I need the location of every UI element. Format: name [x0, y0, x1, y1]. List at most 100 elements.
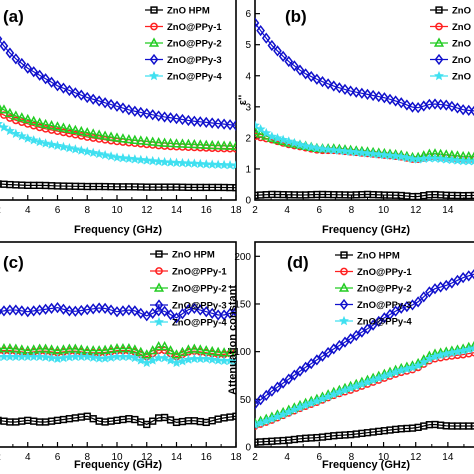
legend: ZnO HPM ZnO@PPy-1 ZnO@PPy-2 ZnO@PPy-3 ZnO@PP…: [145, 6, 222, 83]
data-area: [0, 301, 236, 429]
series-zno-ppy-3-point: [112, 100, 122, 112]
series-zno-ppy-3-point: [11, 304, 21, 316]
y-tick-label: 0: [245, 196, 251, 207]
x-tick-label: 2: [252, 205, 258, 216]
x-tick-label: 6: [55, 452, 61, 463]
legend-entry-zno-hpm-marker: [340, 251, 348, 259]
y-axis-title: Attenuation constant: [227, 285, 239, 395]
series-zno-ppy-3-point: [59, 303, 68, 315]
legend-entry-zno-ppy-1: ZnO@PPy-1: [335, 267, 412, 278]
series-zno-ppy-3-point: [100, 302, 110, 315]
x-tick-label: 12: [141, 205, 153, 216]
legend-entry-zno-ppy-2-marker: [433, 37, 445, 47]
series-zno-ppy-2-point: [189, 343, 200, 353]
y-tick-label: 4: [245, 71, 251, 82]
y-tick-label: 6: [245, 9, 251, 20]
series-zno-ppy-4: [0, 122, 236, 170]
series-zno-ppy-3-point: [142, 107, 152, 120]
x-tick-label: 4: [284, 452, 290, 463]
y-tick-label: 5: [245, 40, 251, 51]
series-zno-ppy-4-point: [255, 120, 260, 130]
x-tick-label: 8: [84, 452, 90, 463]
series-zno-ppy-3-point: [453, 102, 462, 114]
series-zno-ppy-3-point: [154, 305, 163, 317]
series-zno-ppy-3-point: [17, 305, 27, 317]
legend-entry-zno-ppy-4-label: ZnO@PPy-4: [167, 72, 222, 83]
legend-entry-zno-ppy-2: ZnO@PPy-2: [145, 37, 222, 50]
legend-entry-zno-ppy-4-label: ZnO@PPy-4: [172, 318, 227, 329]
legend-entry-zno-ppy-1-marker: [150, 22, 158, 31]
legend-entry-zno-ppy-3-marker: [434, 53, 444, 66]
x-tick-label: 10: [378, 205, 390, 216]
series-zno-ppy-3-point: [385, 93, 395, 105]
legend-entry-zno-ppy-2-label: ZnO@PPy-2: [167, 39, 222, 50]
series-zno-ppy-4: [0, 351, 236, 368]
x-tick-label: 4: [25, 452, 31, 463]
series-zno-ppy-3-point: [464, 104, 474, 117]
series-zno-ppy-4-point: [0, 122, 3, 129]
series-zno-ppy-3: [0, 301, 236, 324]
y-tick-label: 3: [245, 102, 251, 113]
series-zno-hpm-line: [255, 423, 474, 443]
panel-label: (c): [3, 253, 24, 272]
series-zno-ppy-3: [0, 35, 236, 131]
series-zno-ppy-3-point: [184, 114, 193, 127]
series-zno-ppy-3-point: [94, 95, 104, 107]
series-zno-ppy-3-point: [124, 304, 134, 316]
series-zno-ppy-4: [255, 343, 474, 430]
y-tick-label: 50: [240, 395, 252, 406]
legend-entry-zno-ppy-2-marker: [148, 37, 160, 47]
x-axis-title: Frequency (GHz): [322, 224, 410, 236]
x-tick-label: 8: [349, 205, 355, 216]
legend: ZnO HPM ZnO@PPy-1 ZnO@PPy-2 ZnO@PPy-3 ZnO@PP…: [335, 251, 412, 328]
legend-entry-zno-hpm: ZnO HPM: [335, 251, 400, 262]
legend-entry-zno-hpm-marker: [155, 250, 163, 258]
legend-entry-zno-ppy-1: ZnO@PPy-1: [150, 267, 227, 278]
panel-label: (d): [287, 253, 309, 272]
panel-a: 24681012141618Frequency (GHz)(a)ZnO HPMZ…: [0, 0, 242, 236]
x-tick-label: 2: [0, 452, 1, 463]
legend-entry-zno-hpm: ZnO HPM: [150, 250, 215, 261]
series-zno-ppy-3-point: [374, 90, 384, 103]
series-zno-ppy-3-point: [231, 119, 236, 131]
x-tick-label: 8: [84, 205, 90, 216]
series-zno-ppy-3-point: [447, 100, 457, 113]
series-zno-ppy-3-point: [148, 109, 158, 121]
series-zno-ppy-3-point: [201, 116, 211, 129]
legend-entry-zno-ppy-2-marker: [338, 282, 350, 292]
series-zno-ppy-3-point: [363, 88, 372, 101]
series-zno-ppy-2-line: [0, 106, 236, 148]
series-zno-ppy-3-point: [470, 105, 474, 117]
series-zno-ppy-3-point: [396, 97, 406, 109]
legend-entry-zno-hpm-label: ZnO HPM: [167, 6, 210, 17]
panel-label: (a): [3, 7, 24, 26]
series-zno-ppy-4-line: [0, 356, 236, 364]
series-zno-ppy-3-point: [53, 301, 62, 314]
legend-entry-zno-hpm: ZnO: [430, 6, 471, 17]
x-tick-label: 6: [317, 452, 323, 463]
series-zno-hpm: [0, 412, 236, 429]
series-zno-ppy-3-point: [340, 83, 350, 96]
y-axis-title: ε'': [237, 94, 249, 105]
series-zno-ppy-3-point: [154, 110, 163, 122]
series-zno-ppy-3-point: [130, 105, 140, 117]
series-zno-ppy-3-line: [0, 306, 236, 319]
y-tick-label: 200: [234, 252, 251, 263]
series-zno-ppy-3-point: [346, 85, 355, 97]
series-zno-ppy-3-point: [231, 306, 236, 318]
series-zno-ppy-3-point: [100, 97, 110, 109]
series-zno-ppy-3-point: [106, 98, 116, 111]
series-zno-ppy-3-point: [178, 113, 187, 126]
series-zno-ppy-3-point: [5, 47, 15, 59]
x-tick-label: 10: [111, 205, 123, 216]
x-tick-label: 18: [230, 452, 242, 463]
series-zno-ppy-3-point: [166, 112, 175, 124]
series-zno-ppy-3-point: [357, 87, 367, 99]
series-zno-ppy-3-point: [195, 304, 205, 316]
series-zno-ppy-3-point: [160, 111, 169, 123]
series-zno-hpm: [255, 190, 474, 200]
legend-entry-zno-hpm-label: ZnO HPM: [172, 250, 215, 261]
series-zno-ppy-3-point: [458, 104, 468, 116]
series-zno-ppy-3-point: [190, 115, 199, 127]
legend-entry-zno-ppy-2: ZnO@PPy-2: [335, 282, 412, 295]
